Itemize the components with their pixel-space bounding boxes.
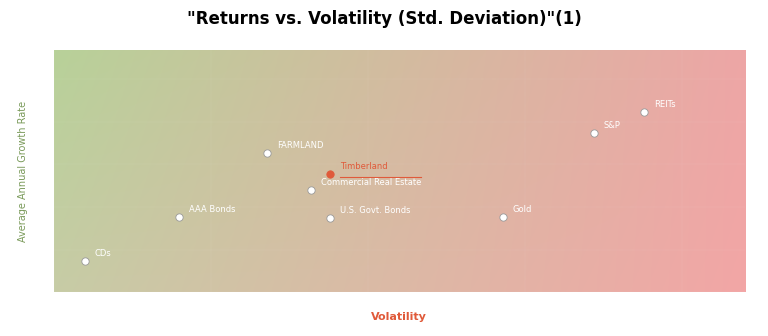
Text: Timberland: Timberland: [339, 162, 387, 171]
Text: Gold: Gold: [512, 205, 532, 214]
Text: S&P: S&P: [604, 121, 621, 130]
Point: [174, 214, 186, 220]
Point: [497, 214, 509, 220]
Point: [261, 150, 273, 156]
Point: [324, 171, 336, 177]
Text: U.S. Govt. Bonds: U.S. Govt. Bonds: [339, 207, 410, 215]
Point: [324, 216, 336, 221]
Text: "Returns vs. Volatility (Std. Deviation)"(1): "Returns vs. Volatility (Std. Deviation)…: [187, 10, 581, 28]
X-axis label: Volatility: Volatility: [372, 312, 427, 322]
Text: AAA Bonds: AAA Bonds: [189, 205, 235, 214]
Text: FARMLAND: FARMLAND: [276, 141, 323, 150]
Y-axis label: Average Annual Growth Rate: Average Annual Growth Rate: [18, 101, 28, 242]
Text: CDs: CDs: [94, 249, 111, 258]
Point: [588, 130, 601, 136]
Text: Commercial Real Estate: Commercial Real Estate: [321, 178, 421, 187]
Point: [79, 258, 91, 264]
Text: REITs: REITs: [654, 100, 676, 109]
Point: [638, 109, 650, 114]
Point: [305, 187, 317, 193]
